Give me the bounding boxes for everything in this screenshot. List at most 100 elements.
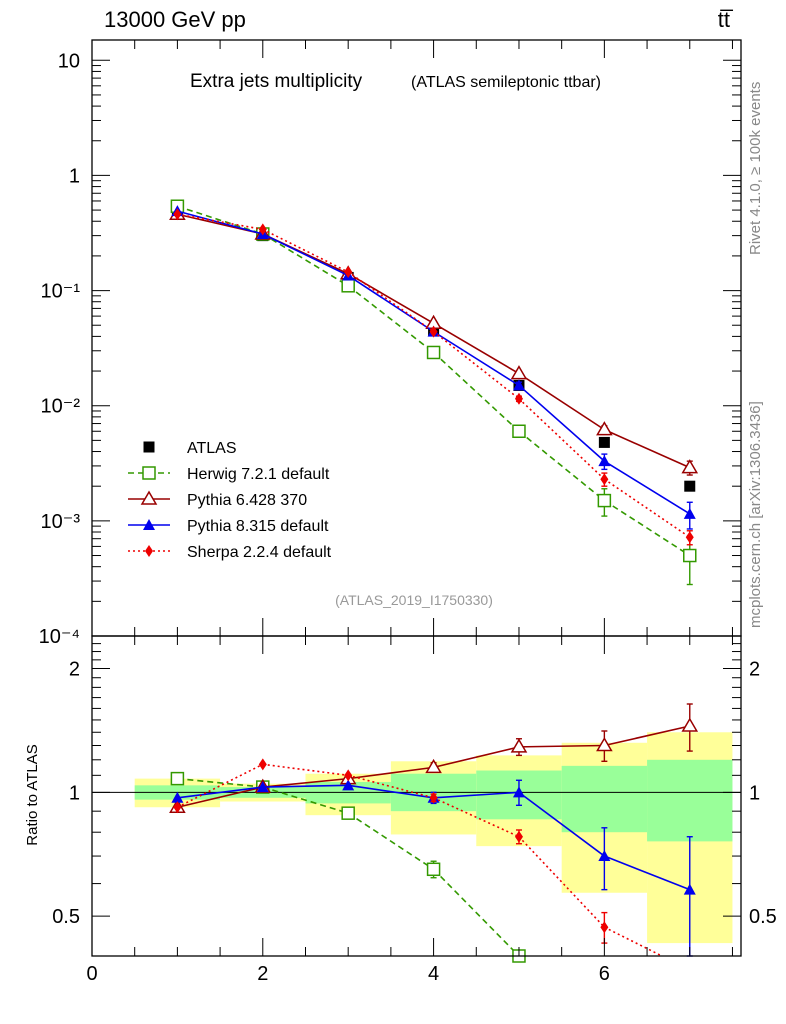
main-pythia8-line-segment xyxy=(518,384,605,462)
ratio-xtick-label: 0 xyxy=(86,963,97,985)
header-energy-label: 13000 GeV pp xyxy=(104,7,246,32)
main-pythia6-line-segment xyxy=(518,372,605,431)
ratio-xtick-label: 4 xyxy=(428,963,439,985)
ratio-herwig-line-segment xyxy=(262,786,349,814)
ratio-sherpa-marker xyxy=(344,769,353,782)
ratio-xtick-label: 6 xyxy=(599,963,610,985)
ratio-pythia6-line-segment xyxy=(348,766,434,780)
analysis-id-label: (ATLAS_2019_I1750330) xyxy=(335,592,493,608)
legend-pythia8-label: Pythia 8.315 default xyxy=(187,518,329,535)
ratio-pythia8-line-segment xyxy=(262,784,349,788)
legend-herwig-label: Herwig 7.2.1 default xyxy=(187,466,330,483)
main-ytick-label: 10⁻¹ xyxy=(41,281,81,303)
band-green-bin xyxy=(647,759,733,842)
main-series-sherpa xyxy=(173,208,694,546)
legend-pythia8-marker xyxy=(143,519,155,530)
ratio-ylabel: Ratio to ATLAS xyxy=(24,744,41,845)
ratio-pythia6-marker xyxy=(425,758,442,774)
ratio-sherpa-marker xyxy=(258,758,267,771)
main-herwig-line-segment xyxy=(347,285,435,354)
main-pythia6-marker xyxy=(596,421,613,436)
main-pythia8-line-segment xyxy=(347,274,435,333)
ratio-frame xyxy=(91,635,742,957)
ratio-ytick-label-left: 1 xyxy=(69,782,80,804)
rivet-version-label: Rivet 4.1.0, ≥ 100k events xyxy=(747,82,764,255)
main-herwig-line-segment xyxy=(262,233,349,287)
ratio-pythia8-line-segment xyxy=(433,791,520,799)
ratio-herwig-marker xyxy=(341,806,355,820)
main-sherpa-marker xyxy=(173,208,182,221)
ratio-sherpa-marker xyxy=(514,830,523,843)
main-pythia6-line-segment xyxy=(604,428,691,469)
main-sherpa-line-segment xyxy=(518,398,605,480)
ratio-pythia6-line-segment xyxy=(262,777,349,788)
main-pythia8-marker xyxy=(512,379,525,391)
ratio-ytick-label-right: 2 xyxy=(749,659,760,681)
main-herwig-marker xyxy=(426,345,441,360)
main-sherpa-marker xyxy=(514,392,523,405)
main-pythia8-marker xyxy=(683,507,696,519)
legend-atlas-marker xyxy=(143,441,155,453)
ratio-pythia6-line-segment xyxy=(518,744,605,748)
legend-pythia6-marker xyxy=(140,490,158,505)
ratio-pythia6-marker xyxy=(596,737,613,752)
main-herwig-line-segment xyxy=(603,499,691,557)
main-herwig-marker xyxy=(341,279,355,293)
ratio-pythia8-marker xyxy=(256,781,269,793)
ratio-pythia8-line-segment xyxy=(604,855,691,891)
ratio-sherpa-line-segment xyxy=(177,763,264,808)
main-herwig-marker xyxy=(683,548,697,563)
ratio-pythia8-marker xyxy=(598,850,611,862)
main-sherpa-line-segment xyxy=(262,228,349,273)
ratio-pythia6-marker xyxy=(681,717,699,732)
main-title: Extra jets multiplicity xyxy=(190,71,363,92)
main-pythia6-marker xyxy=(681,459,699,474)
main-herwig-line-segment xyxy=(433,351,520,432)
ratio-pythia8-marker xyxy=(342,779,355,791)
main-pythia6-line-segment xyxy=(433,322,520,375)
main-ytick-label: 1 xyxy=(69,165,80,187)
ratio-pythia8-line-segment xyxy=(348,784,434,799)
main-series-pythia6 xyxy=(169,205,699,476)
ratio-ytick-label-left: 0.5 xyxy=(52,906,80,928)
main-pythia8-line-segment xyxy=(433,330,520,387)
main-sherpa-line-segment xyxy=(347,271,435,333)
legend-sherpa-marker xyxy=(145,545,153,557)
main-ytick-label: 10⁻³ xyxy=(41,511,81,533)
ratio-sherpa-line-segment xyxy=(604,926,663,957)
main-ytick-label: 10⁻⁴ xyxy=(39,626,80,648)
ratio-ytick-label-left: 2 xyxy=(69,659,80,681)
main-herwig-marker xyxy=(512,424,526,439)
main-pythia8-line-segment xyxy=(603,460,691,515)
ratio-series-sherpa xyxy=(173,758,663,957)
ratio-herwig-marker xyxy=(426,862,441,877)
ratio-sherpa-marker xyxy=(600,921,609,934)
main-ytick-label: 10⁻² xyxy=(41,396,81,418)
legend-atlas-label: ATLAS xyxy=(187,440,237,457)
ratio-panel-series xyxy=(169,703,699,963)
ratio-sherpa-line-segment xyxy=(518,836,605,928)
ratio-pythia6-line-segment xyxy=(604,725,690,747)
main-sherpa-marker xyxy=(344,265,353,278)
ratio-uncertainty-bands xyxy=(92,732,741,944)
main-herwig-marker xyxy=(597,493,612,508)
main-atlas-marker xyxy=(684,480,696,492)
ratio-pythia8-line-segment xyxy=(518,791,605,857)
ratio-pythia8-line-segment xyxy=(177,786,263,799)
ratio-herwig-marker xyxy=(170,771,185,786)
ratio-pythia6-line-segment xyxy=(177,786,263,809)
main-sherpa-marker xyxy=(258,223,267,236)
legend-pythia6-label: Pythia 6.428 370 xyxy=(187,492,307,509)
ratio-sherpa-marker xyxy=(429,791,438,804)
ratio-herwig-line-segment xyxy=(347,812,435,870)
mcplots-label: mcplots.cern.ch [arXiv:1306.3436] xyxy=(747,401,764,628)
main-sherpa-marker xyxy=(600,473,609,486)
main-pythia6-line-segment xyxy=(347,273,434,324)
ratio-sherpa-marker xyxy=(173,801,182,814)
main-sherpa-line-segment xyxy=(433,330,520,400)
ratio-pythia8-marker xyxy=(512,786,525,798)
header-process-label: tt̅ xyxy=(718,7,734,32)
ratio-herwig-line-segment xyxy=(177,777,263,788)
main-sherpa-marker xyxy=(685,531,694,544)
